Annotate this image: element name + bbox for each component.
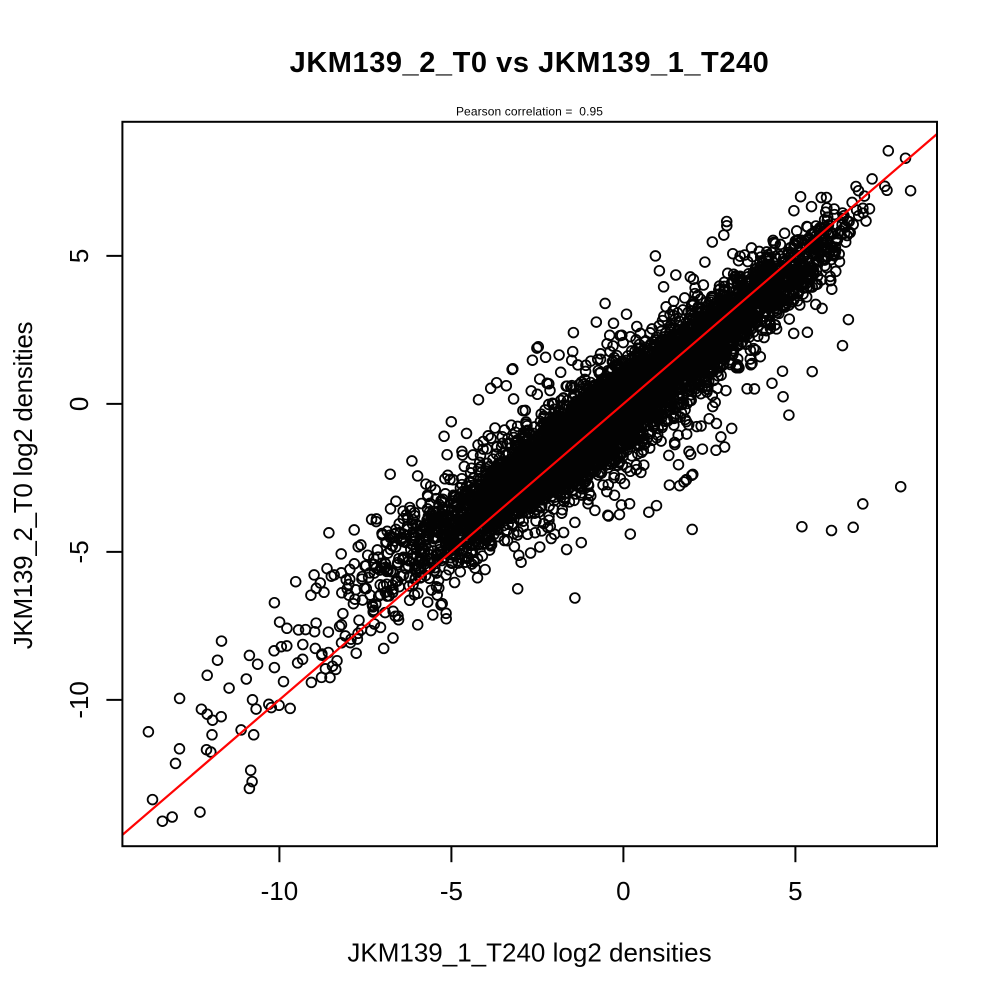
svg-text:-10: -10 — [64, 681, 94, 719]
svg-text:-5: -5 — [440, 876, 463, 906]
svg-text:5: 5 — [788, 876, 802, 906]
svg-text:JKM139_2_T0 log2 densities: JKM139_2_T0 log2 densities — [8, 321, 38, 649]
svg-text:-5: -5 — [64, 540, 94, 563]
svg-text:0: 0 — [64, 397, 94, 411]
svg-text:0: 0 — [616, 876, 630, 906]
svg-text:5: 5 — [64, 249, 94, 263]
svg-text:-10: -10 — [261, 876, 299, 906]
svg-text:JKM139_2_T0 vs JKM139_1_T240: JKM139_2_T0 vs JKM139_1_T240 — [290, 47, 770, 79]
svg-text:JKM139_1_T240 log2 densities: JKM139_1_T240 log2 densities — [347, 938, 711, 968]
svg-text:Pearson correlation = 0.95: Pearson correlation = 0.95 — [456, 105, 603, 119]
